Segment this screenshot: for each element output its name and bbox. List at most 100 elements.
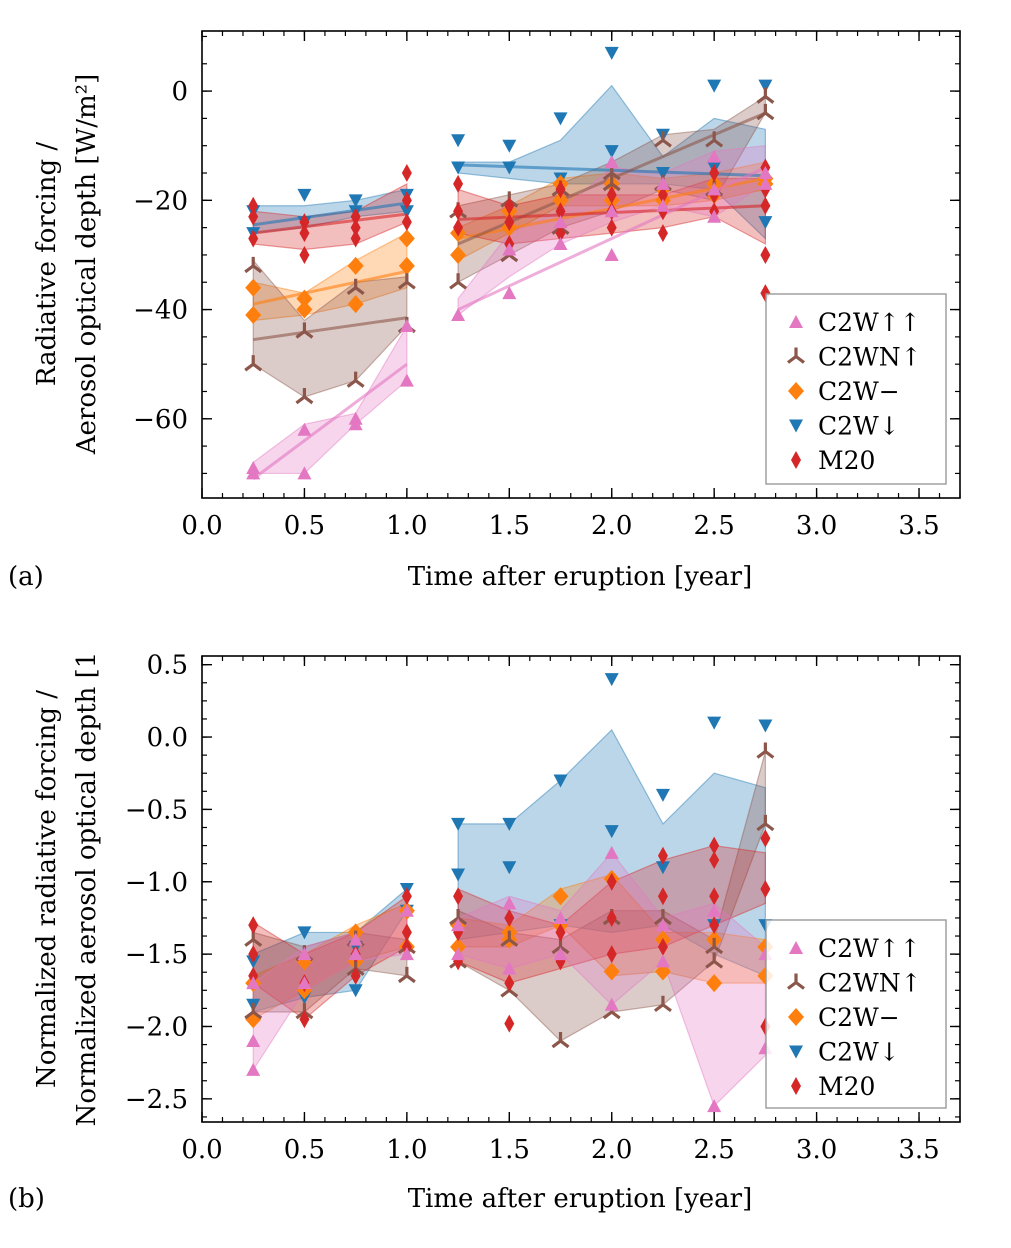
point-c2w-up-up xyxy=(655,954,670,968)
point-c2w-down xyxy=(502,161,517,175)
point-c2w-down xyxy=(297,188,312,202)
point-m20 xyxy=(248,945,259,964)
point-c2w-up-up xyxy=(758,176,773,190)
point-m20 xyxy=(453,174,464,193)
legend-marker-c2wn-up xyxy=(787,347,805,364)
point-c2w-up-up xyxy=(604,997,619,1011)
point-m20 xyxy=(504,1014,515,1033)
y-axis-label-line2: Normalized aerosol optical depth [1 xyxy=(72,652,102,1127)
point-m20 xyxy=(350,229,361,248)
point-m20 xyxy=(606,872,617,891)
legend-marker-c2w-down xyxy=(789,419,803,433)
ticks-a: 0.0 0.5 1.0 1.5 2.0 2.5 3.0 3.5 0 −20 −40 −60 xyxy=(133,31,961,541)
point-m20 xyxy=(401,923,412,942)
legend-label-m20: M20 xyxy=(818,446,875,475)
point-c2w-up-up xyxy=(553,947,568,961)
y-tick-label: −1.5 xyxy=(125,940,188,970)
point-c2w-down xyxy=(348,984,363,998)
point-m20 xyxy=(709,887,720,906)
point-m20 xyxy=(453,887,464,906)
point-m20 xyxy=(555,224,566,243)
point-c2w-minus xyxy=(552,887,569,906)
point-m20 xyxy=(350,218,361,237)
x-tick-label: 3.5 xyxy=(898,511,939,541)
y-tick-label: −40 xyxy=(133,296,188,326)
x-tick-label: 2.5 xyxy=(693,511,734,541)
point-c2w-up-up xyxy=(655,176,670,190)
point-c2w-up-up xyxy=(399,318,414,332)
point-c2w-up-up xyxy=(758,166,773,180)
point-m20 xyxy=(504,213,515,232)
point-c2w-up-up xyxy=(297,466,312,480)
legend-b: C2W↑↑ C2WN↑ C2W− C2W↓ M20 xyxy=(765,919,947,1109)
point-c2w-up-up xyxy=(707,182,722,196)
point-c2wn-up xyxy=(244,355,263,372)
point-c2w-down xyxy=(451,868,466,882)
point-c2w-up-up xyxy=(553,215,568,229)
point-m20 xyxy=(555,923,566,942)
legend-marker-c2w-down xyxy=(789,1045,803,1059)
x-tick-label: 1.0 xyxy=(386,1135,427,1165)
point-m20 xyxy=(657,846,668,865)
legend-label-c2w-down: C2W↓ xyxy=(818,412,900,441)
x-tick-label: 1.0 xyxy=(386,511,427,541)
markers-a xyxy=(244,46,775,480)
legend-label-c2wn-up: C2WN↑ xyxy=(818,969,922,998)
legend-label-c2wn-up: C2WN↑ xyxy=(818,343,922,372)
point-c2w-up-up xyxy=(246,1033,261,1047)
trend-line-c2w-up-up xyxy=(252,362,408,481)
y-tick-label: 0.0 xyxy=(147,723,188,753)
point-m20 xyxy=(248,196,259,215)
point-c2w-down xyxy=(451,817,466,831)
point-m20 xyxy=(401,937,412,956)
point-c2w-down xyxy=(655,167,670,181)
point-m20 xyxy=(248,966,259,985)
legend-a: C2W↑↑ C2WN↑ C2W− C2W↓ M20 xyxy=(765,293,947,485)
point-m20 xyxy=(453,202,464,221)
point-c2w-up-up xyxy=(451,918,466,932)
point-c2w-up-up xyxy=(451,947,466,961)
point-c2w-minus xyxy=(552,191,569,210)
point-m20 xyxy=(606,945,617,964)
point-c2wn-up xyxy=(705,952,724,969)
point-c2w-up-up xyxy=(348,417,363,431)
legend-label-c2w-minus: C2W− xyxy=(818,377,900,406)
point-c2w-down xyxy=(502,861,517,875)
point-c2w-minus xyxy=(706,974,723,993)
legend-marker-c2w-minus xyxy=(788,1008,804,1026)
x-axis-label: Time after eruption [year] xyxy=(408,562,753,592)
y-axis-label-line1: Normalized radiative forcing / xyxy=(32,690,62,1088)
point-c2w-down xyxy=(297,926,312,940)
point-c2w-up-up xyxy=(246,976,261,990)
point-c2w-down xyxy=(655,788,670,802)
y-tick-label: 0.5 xyxy=(147,651,188,681)
point-m20 xyxy=(299,1010,310,1029)
point-m20 xyxy=(657,224,668,243)
legend-marker-c2w-up-up xyxy=(789,315,803,328)
panel-label: (a) xyxy=(8,562,44,592)
point-c2w-up-up xyxy=(604,845,619,859)
legend-label-c2w-down: C2W↓ xyxy=(818,1038,900,1067)
point-c2wn-up xyxy=(756,103,775,121)
point-m20 xyxy=(453,218,464,237)
x-tick-label: 3.0 xyxy=(796,1135,837,1165)
point-c2w-down xyxy=(707,716,722,730)
point-c2wn-up xyxy=(653,908,672,926)
point-c2w-down xyxy=(451,134,466,148)
point-m20 xyxy=(299,224,310,243)
point-c2wn-up xyxy=(449,273,468,290)
point-c2wn-up xyxy=(295,322,314,339)
point-m20 xyxy=(709,164,720,183)
x-tick-label: 2.0 xyxy=(591,1135,632,1165)
point-c2wn-up xyxy=(551,1031,570,1049)
point-c2w-down xyxy=(707,79,722,93)
point-c2w-up-up xyxy=(348,932,363,946)
y-tick-label: −0.5 xyxy=(125,795,188,825)
point-c2w-down xyxy=(604,46,619,60)
x-tick-label: 1.5 xyxy=(489,1135,530,1165)
point-c2w-down xyxy=(758,79,773,93)
point-m20 xyxy=(299,245,310,264)
point-c2w-down xyxy=(655,861,670,875)
point-c2wn-up xyxy=(705,937,724,955)
